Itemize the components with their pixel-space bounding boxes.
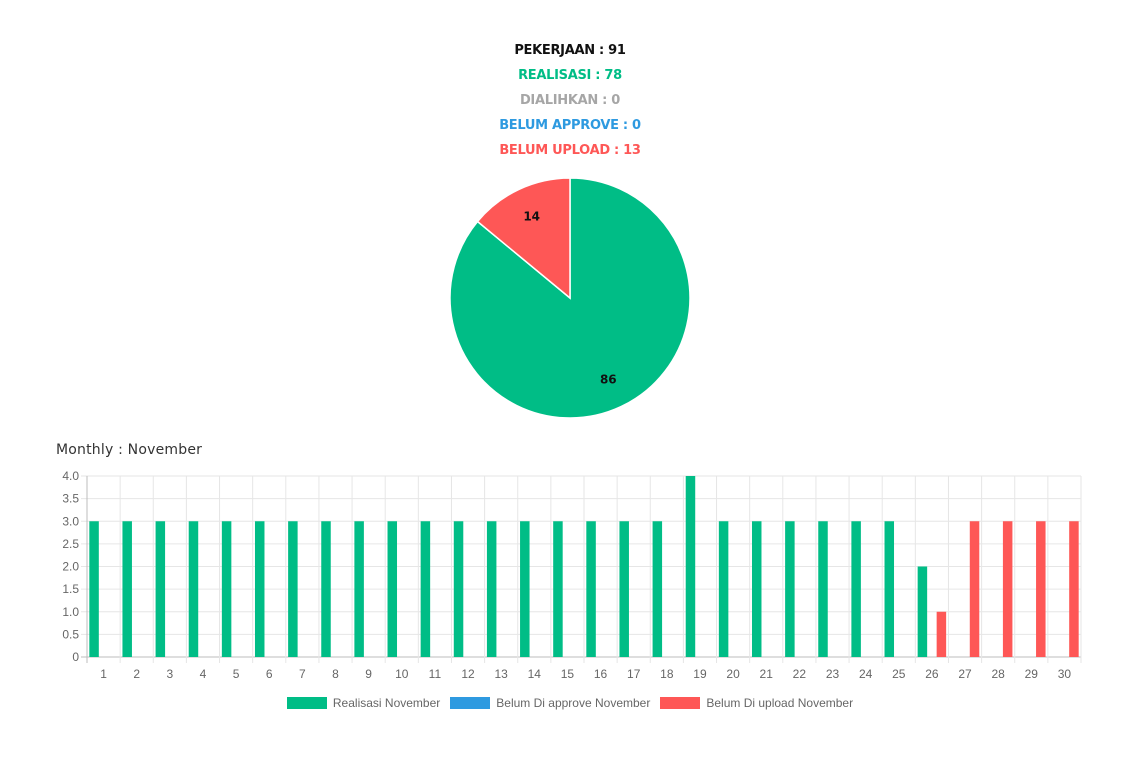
dialihkan-label: DIALIHKAN : 0 <box>519 93 621 108</box>
bar-realisasi-november-17[interactable] <box>619 521 629 657</box>
y-tick-label: 0.5 <box>62 627 79 641</box>
x-tick-label: 6 <box>266 667 273 681</box>
x-tick-label: 8 <box>332 667 339 681</box>
pie-slice-label-1: 14 <box>523 210 540 224</box>
bar-realisasi-november-1[interactable] <box>89 521 99 657</box>
x-tick-label: 7 <box>299 667 306 681</box>
y-tick-label: 2.5 <box>62 537 79 551</box>
x-tick-label: 16 <box>594 667 608 681</box>
y-tick-label: 0 <box>72 650 79 664</box>
bar-realisasi-november-20[interactable] <box>718 521 729 657</box>
bar-realisasi-november-18[interactable] <box>652 521 663 657</box>
bar-belum-di-upload-november-29[interactable] <box>1036 521 1046 657</box>
x-tick-label: 22 <box>793 667 807 681</box>
x-tick-label: 21 <box>760 667 774 681</box>
bar-realisasi-november-22[interactable] <box>785 521 795 657</box>
x-tick-label: 14 <box>528 667 542 681</box>
bar-realisasi-november-16[interactable] <box>586 521 596 657</box>
y-tick-label: 4.0 <box>62 469 79 483</box>
x-tick-label: 9 <box>365 667 372 681</box>
y-tick-label: 1.5 <box>62 582 79 596</box>
legend-swatch <box>450 697 491 709</box>
x-tick-label: 15 <box>561 667 575 681</box>
legend-swatch <box>286 697 327 709</box>
legend-swatch <box>660 697 701 709</box>
bar-realisasi-november-15[interactable] <box>553 521 563 657</box>
x-tick-label: 28 <box>991 667 1005 681</box>
y-tick-label: 3.0 <box>62 514 79 528</box>
bar-realisasi-november-7[interactable] <box>288 521 298 657</box>
x-tick-label: 27 <box>958 667 972 681</box>
bar-realisasi-november-21[interactable] <box>751 521 762 657</box>
x-tick-label: 30 <box>1058 667 1072 681</box>
bar-realisasi-november-25[interactable] <box>884 521 895 657</box>
legend-item[interactable]: Belum Di approve November <box>450 696 650 710</box>
x-tick-label: 1 <box>100 667 107 681</box>
x-tick-label: 2 <box>133 667 140 681</box>
bar-realisasi-november-13[interactable] <box>486 521 497 657</box>
bar-realisasi-november-4[interactable] <box>188 521 199 657</box>
bar-realisasi-november-8[interactable] <box>321 521 331 657</box>
bar-realisasi-november-23[interactable] <box>818 521 828 657</box>
pie-slice-label-0: 86 <box>600 372 617 386</box>
y-tick-label: 1.0 <box>62 605 79 619</box>
x-tick-label: 18 <box>660 667 674 681</box>
bar-realisasi-november-10[interactable] <box>387 521 398 657</box>
x-tick-label: 10 <box>395 667 409 681</box>
bar-belum-di-upload-november-30[interactable] <box>1069 521 1079 657</box>
legend-item[interactable]: Belum Di upload November <box>660 696 853 710</box>
bar-chart[interactable]: 00.51.01.52.02.53.03.54.01 2 3 4 5 6 7 8 9 10 11 12… <box>40 466 1100 690</box>
x-tick-label: 29 <box>1025 667 1039 681</box>
belum-upload-label: BELUM UPLOAD : 13 <box>499 143 641 158</box>
x-tick-label: 24 <box>859 667 873 681</box>
realisasi-label: REALISASI : 78 <box>518 68 622 83</box>
belum-approve-label: BELUM APPROVE : 0 <box>499 118 641 133</box>
bar-belum-di-upload-november-26[interactable] <box>936 611 947 657</box>
bar-realisasi-november-11[interactable] <box>420 521 431 657</box>
bar-realisasi-november-19[interactable] <box>685 476 696 657</box>
legend-item[interactable]: Realisasi November <box>286 696 441 710</box>
bar-realisasi-november-5[interactable] <box>221 521 232 657</box>
pie-slice-1[interactable] <box>476 177 571 300</box>
x-tick-label: 3 <box>166 667 173 681</box>
pie-chart[interactable]: 86 14 <box>445 174 695 424</box>
y-tick-label: 2.0 <box>62 560 79 574</box>
legend-label: Belum Di upload November <box>706 696 854 710</box>
x-tick-label: 20 <box>726 667 740 681</box>
bar-realisasi-november-26[interactable] <box>917 566 928 658</box>
x-tick-label: 12 <box>461 667 475 681</box>
x-tick-label: 25 <box>892 667 906 681</box>
monthly-title: Monthly : November <box>56 442 203 458</box>
total-jobs-label: PEKERJAAN : 91 <box>514 43 626 58</box>
x-tick-label: 13 <box>494 667 508 681</box>
bar-belum-di-upload-november-27[interactable] <box>969 521 980 657</box>
bar-realisasi-november-9[interactable] <box>354 521 364 657</box>
x-tick-label: 19 <box>693 667 707 681</box>
legend-label: Realisasi November <box>332 696 441 710</box>
legend-label: Belum Di approve November <box>496 696 651 710</box>
x-tick-label: 4 <box>200 667 207 681</box>
bar-realisasi-november-14[interactable] <box>520 521 530 657</box>
x-tick-label: 5 <box>233 667 240 681</box>
chart-legend: Realisasi November Belum Di approve Novem… <box>0 696 1140 710</box>
bar-realisasi-november-2[interactable] <box>122 521 132 657</box>
x-tick-label: 11 <box>429 667 442 681</box>
x-tick-label: 17 <box>627 667 641 681</box>
x-tick-label: 23 <box>826 667 840 681</box>
y-tick-label: 3.5 <box>62 492 79 506</box>
summary-stats: PEKERJAAN : 91 REALISASI : 78 DIALIHKAN … <box>0 42 1140 167</box>
bar-realisasi-november-12[interactable] <box>453 521 464 657</box>
bar-realisasi-november-24[interactable] <box>851 521 861 657</box>
bar-realisasi-november-3[interactable] <box>155 521 166 657</box>
bar-realisasi-november-6[interactable] <box>254 521 265 657</box>
x-tick-label: 26 <box>925 667 939 681</box>
bar-belum-di-upload-november-28[interactable] <box>1002 521 1013 657</box>
